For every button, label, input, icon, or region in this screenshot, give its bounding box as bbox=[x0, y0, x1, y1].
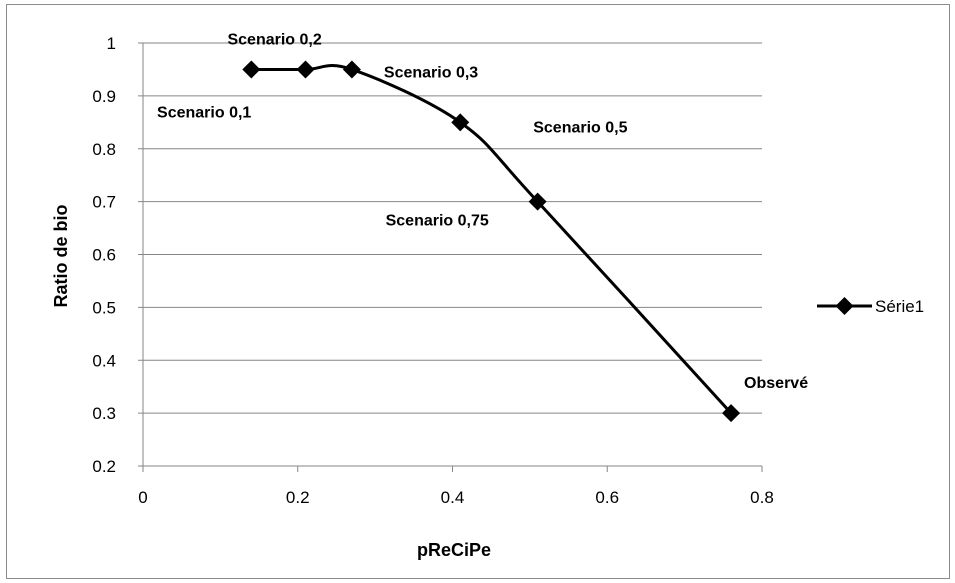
data-point-marker bbox=[342, 60, 361, 79]
y-tick-label: 0.3 bbox=[92, 404, 116, 423]
y-tick-label: 0.7 bbox=[92, 193, 116, 212]
y-tick-label: 0.6 bbox=[92, 246, 116, 265]
point-annotation: Scenario 0,2 bbox=[227, 31, 321, 48]
y-tick-labels: 0.2 0.3 0.4 0.5 0.6 0.7 0.8 0.9 1 bbox=[92, 34, 143, 476]
y-tick-label: 0.9 bbox=[92, 87, 116, 106]
x-tick-label: 0.4 bbox=[441, 488, 465, 507]
point-annotation: Scenario 0,1 bbox=[157, 104, 251, 121]
y-tick-label: 0.4 bbox=[92, 351, 116, 370]
point-annotation: Observé bbox=[744, 375, 808, 392]
x-tick-labels: 0 0.2 0.4 0.6 0.8 bbox=[138, 466, 774, 507]
x-tick-label: 0.8 bbox=[750, 488, 774, 507]
legend-diamond-icon bbox=[835, 297, 854, 315]
y-tick-label: 0.8 bbox=[92, 140, 116, 159]
legend-label: Série1 bbox=[875, 297, 924, 316]
x-tick-label: 0.2 bbox=[286, 488, 310, 507]
data-point-marker bbox=[722, 404, 741, 423]
y-tick-label: 0.5 bbox=[92, 298, 116, 317]
point-annotation: Scenario 0,5 bbox=[533, 119, 627, 136]
x-tick-label: 0 bbox=[138, 488, 147, 507]
legend: Série1 bbox=[817, 297, 924, 316]
series-layer bbox=[242, 60, 741, 423]
chart-border bbox=[6, 4, 950, 579]
grid-lines bbox=[143, 42, 762, 414]
data-point-marker bbox=[528, 192, 547, 211]
point-annotation: Scenario 0,3 bbox=[384, 64, 478, 81]
point-annotations: Scenario 0,1 Scenario 0,2 Scenario 0,3 Scen… bbox=[157, 31, 808, 392]
y-tick-label: 0.2 bbox=[92, 457, 116, 476]
data-point-marker bbox=[296, 60, 315, 79]
x-axis-title: pReCiPe bbox=[417, 540, 491, 560]
x-tick-label: 0.6 bbox=[595, 488, 619, 507]
y-tick-label: 1 bbox=[107, 34, 116, 53]
data-point-marker bbox=[451, 113, 470, 132]
data-point-marker bbox=[242, 60, 261, 79]
y-axis-title: Ratio de bio bbox=[51, 204, 71, 307]
point-annotation: Scenario 0,75 bbox=[386, 213, 489, 230]
